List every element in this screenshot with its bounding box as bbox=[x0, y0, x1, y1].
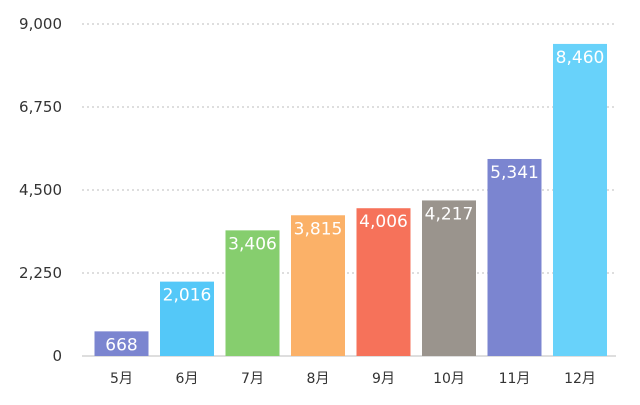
data-labels: 668 2,016 3,406 3,815 4,006 4,217 5,341 8,460 bbox=[105, 48, 604, 355]
bar-6 bbox=[422, 200, 476, 356]
bar-value-label: 3,406 bbox=[228, 234, 277, 254]
x-tick-label: 8月 bbox=[307, 371, 330, 387]
bars bbox=[94, 43, 607, 357]
y-tick-label: 0 bbox=[52, 347, 62, 365]
bar-3 bbox=[225, 230, 280, 356]
bar-value-label: 668 bbox=[105, 335, 137, 355]
x-tick-label: 5月 bbox=[110, 371, 133, 387]
bar-value-label: 4,006 bbox=[359, 212, 408, 232]
x-tick-label: 12月 bbox=[564, 371, 596, 387]
bar-7 bbox=[487, 158, 542, 356]
bar-value-label: 4,217 bbox=[425, 204, 474, 224]
bar-4 bbox=[291, 215, 345, 356]
y-tick-label: 6,750 bbox=[19, 98, 62, 116]
x-axis-ticks: 5月 6月 7月 8月 9月 10月 11月 12月 bbox=[110, 371, 596, 387]
y-tick-label: 9,000 bbox=[19, 15, 62, 33]
y-tick-label: 2,250 bbox=[19, 264, 62, 282]
bar-1 bbox=[94, 331, 149, 356]
y-axis-ticks: 0 2,250 4,500 6,750 9,000 bbox=[19, 15, 62, 365]
bar-value-label: 3,815 bbox=[294, 219, 343, 239]
bar-8 bbox=[553, 43, 607, 357]
bar-value-label: 5,341 bbox=[490, 163, 539, 183]
bar-2 bbox=[160, 281, 214, 356]
x-tick-label: 10月 bbox=[433, 371, 465, 387]
x-tick-label: 6月 bbox=[176, 371, 199, 387]
bar-value-label: 8,460 bbox=[556, 48, 605, 68]
x-tick-label: 7月 bbox=[241, 371, 264, 387]
y-tick-label: 4,500 bbox=[19, 181, 62, 199]
x-tick-label: 11月 bbox=[499, 371, 531, 387]
bar-value-label: 2,016 bbox=[163, 286, 212, 306]
bar-5 bbox=[356, 208, 411, 356]
x-tick-label: 9月 bbox=[372, 371, 395, 387]
